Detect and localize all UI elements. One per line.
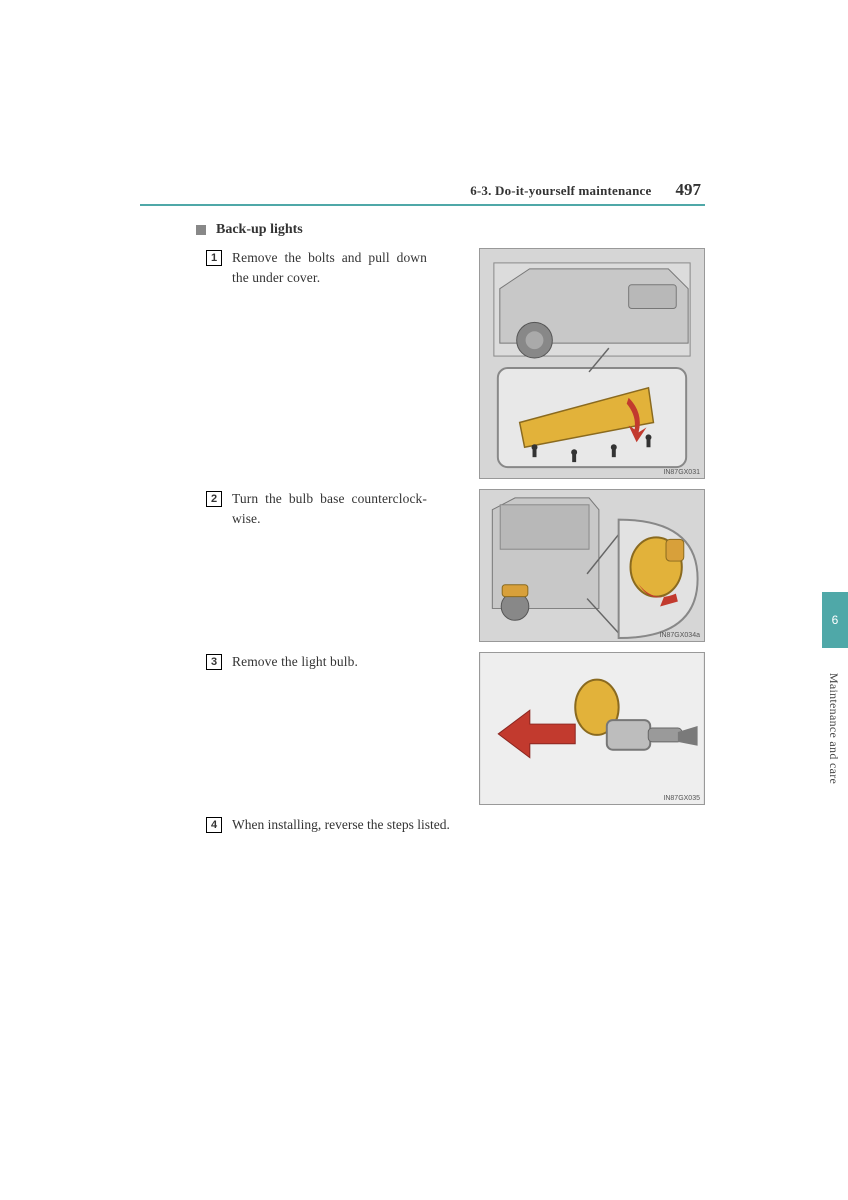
chapter-number: 6 <box>832 613 839 627</box>
step-number: 1 <box>211 252 217 264</box>
chapter-label: Maintenance and care <box>827 672 842 783</box>
step-row: 3 Remove the light bulb. IN87GX035 <box>206 652 705 805</box>
square-bullet-icon <box>196 225 206 235</box>
section-breadcrumb: 6-3. Do-it-yourself maintenance <box>470 183 651 199</box>
step-text: Remove the bolts and pull down the under… <box>232 248 427 287</box>
step-text: Remove the light bulb. <box>232 652 427 672</box>
step-illustration: IN87GX034a <box>479 489 705 642</box>
step-illustration: IN87GX031 <box>479 248 705 479</box>
step-row: 4 When installing, reverse the steps lis… <box>206 815 705 835</box>
section-title: Back-up lights <box>216 222 303 238</box>
bulb-base-turn-diagram-icon <box>480 490 704 641</box>
section-heading: Back-up lights <box>196 222 705 238</box>
image-caption: IN87GX031 <box>663 469 700 476</box>
step-number: 3 <box>211 656 217 668</box>
page-number: 497 <box>676 180 702 200</box>
bulb-remove-diagram-icon <box>480 653 704 804</box>
chapter-label-container: Maintenance and care <box>824 658 844 798</box>
step-number-box: 2 <box>206 491 222 507</box>
step-number-box: 1 <box>206 250 222 266</box>
step-row: 2 Turn the bulb base counterclock-wise. <box>206 489 705 642</box>
step-row: 1 Remove the bolts and pull down the und… <box>206 248 705 479</box>
step-number-box: 4 <box>206 817 222 833</box>
step-number: 4 <box>211 819 217 831</box>
content-area: 6-3. Do-it-yourself maintenance 497 Back… <box>140 180 705 845</box>
chapter-tab: 6 <box>822 592 848 648</box>
header-divider <box>140 204 705 206</box>
image-caption: IN87GX034a <box>660 632 700 639</box>
manual-page: 6-3. Do-it-yourself maintenance 497 Back… <box>0 0 848 1200</box>
step-illustration: IN87GX035 <box>479 652 705 805</box>
page-header: 6-3. Do-it-yourself maintenance 497 <box>140 180 705 200</box>
step-number-box: 3 <box>206 654 222 670</box>
step-text: When installing, reverse the steps liste… <box>232 815 450 835</box>
step-number: 2 <box>211 493 217 505</box>
vehicle-undercover-diagram-icon <box>480 249 704 478</box>
step-text: Turn the bulb base counterclock-wise. <box>232 489 427 528</box>
image-caption: IN87GX035 <box>663 795 700 802</box>
